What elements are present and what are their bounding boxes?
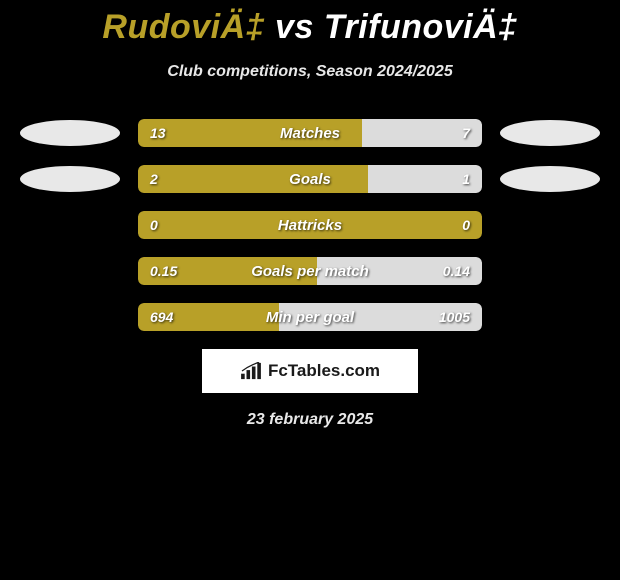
stat-label: Goals per match bbox=[138, 257, 482, 285]
stat-label: Hattricks bbox=[138, 211, 482, 239]
player2-marker bbox=[500, 166, 600, 192]
stat-bar: 21Goals bbox=[138, 165, 482, 193]
marker-placeholder bbox=[500, 304, 600, 330]
player1-marker bbox=[20, 166, 120, 192]
brand-text: FcTables.com bbox=[268, 361, 380, 381]
comparison-widget: RudoviÄ‡ vs TrifunoviÄ‡ Club competition… bbox=[0, 0, 620, 429]
stat-row: 00Hattricks bbox=[0, 211, 620, 239]
subtitle: Club competitions, Season 2024/2025 bbox=[0, 63, 620, 81]
stats-section: 137Matches 21Goals 00Hattricks 0.150.14Goal… bbox=[0, 119, 620, 331]
stat-label: Matches bbox=[138, 119, 482, 147]
page-title: RudoviÄ‡ vs TrifunoviÄ‡ bbox=[0, 8, 620, 47]
stat-row: 137Matches bbox=[0, 119, 620, 147]
stat-bar: 137Matches bbox=[138, 119, 482, 147]
player2-marker bbox=[500, 120, 600, 146]
vs-separator: vs bbox=[275, 8, 314, 46]
marker-placeholder bbox=[20, 258, 120, 284]
marker-placeholder bbox=[20, 212, 120, 238]
stat-label: Goals bbox=[138, 165, 482, 193]
date-label: 23 february 2025 bbox=[0, 411, 620, 429]
player2-name: TrifunoviÄ‡ bbox=[324, 8, 518, 46]
marker-placeholder bbox=[500, 258, 600, 284]
stat-row: 6941005Min per goal bbox=[0, 303, 620, 331]
player1-name: RudoviÄ‡ bbox=[102, 8, 265, 46]
brand-badge[interactable]: FcTables.com bbox=[202, 349, 418, 393]
player1-marker bbox=[20, 120, 120, 146]
stat-bar: 6941005Min per goal bbox=[138, 303, 482, 331]
marker-placeholder bbox=[500, 212, 600, 238]
bar-chart-icon bbox=[240, 362, 262, 380]
stat-label: Min per goal bbox=[138, 303, 482, 331]
marker-placeholder bbox=[20, 304, 120, 330]
stat-row: 21Goals bbox=[0, 165, 620, 193]
stat-row: 0.150.14Goals per match bbox=[0, 257, 620, 285]
stat-bar: 00Hattricks bbox=[138, 211, 482, 239]
stat-bar: 0.150.14Goals per match bbox=[138, 257, 482, 285]
